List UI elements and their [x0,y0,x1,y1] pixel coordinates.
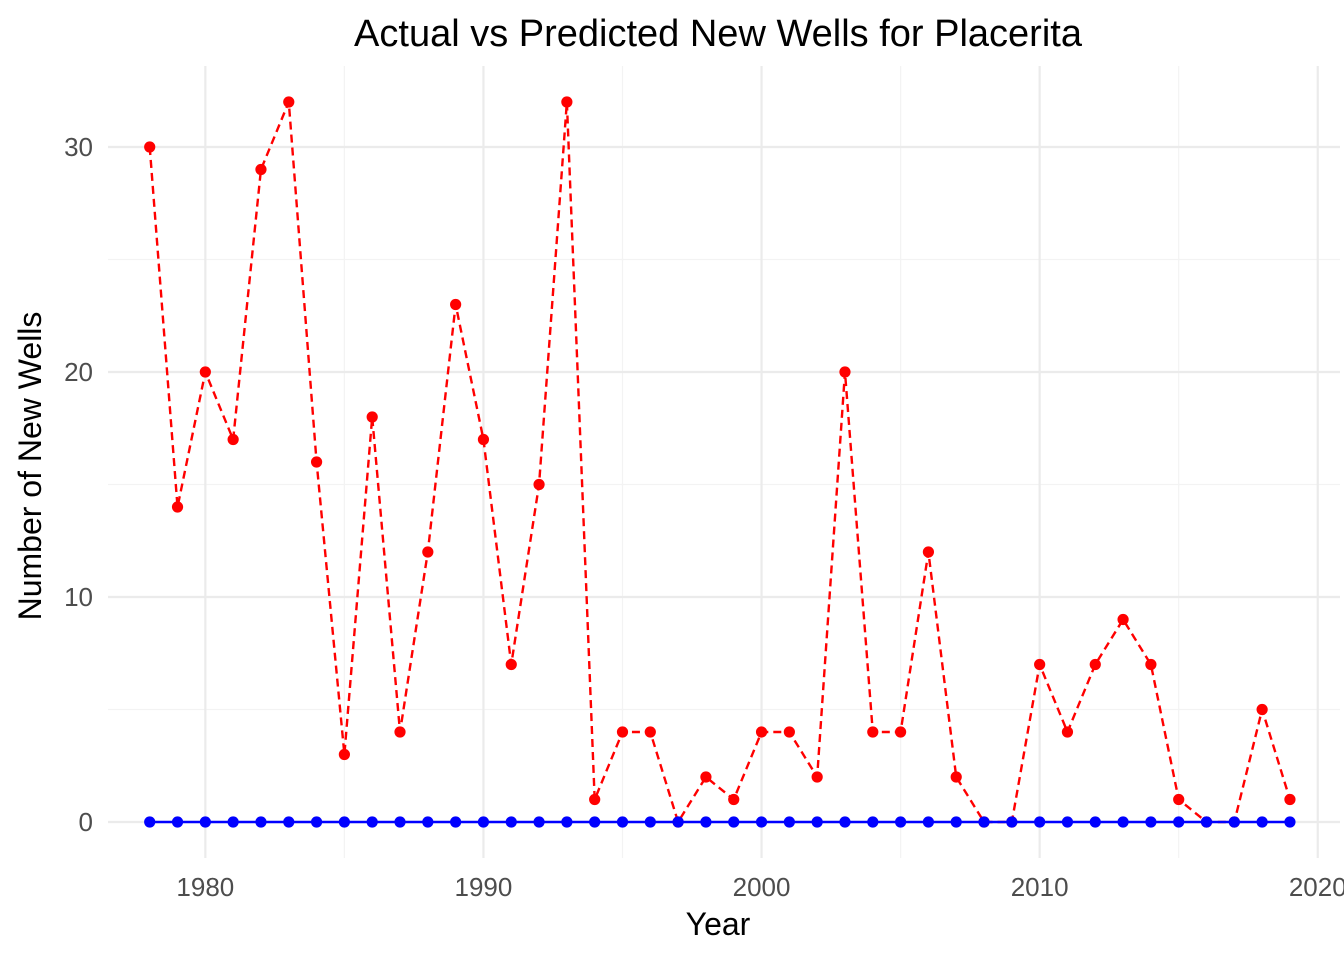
data-point [616,726,629,738]
data-point [589,816,601,828]
data-point [1256,703,1268,716]
data-point [1117,613,1129,626]
data-point [1034,816,1046,828]
data-point [672,816,684,828]
data-point [255,816,267,828]
data-point [1089,658,1101,671]
data-point [1145,816,1157,828]
data-point [283,816,295,828]
y-tick-label: 10 [64,582,93,612]
data-point [199,816,211,828]
data-point [477,433,490,446]
data-point [422,546,434,558]
data-point [1145,658,1157,671]
y-axis-title: Number of New Wells [12,312,48,621]
data-point [755,726,768,738]
data-point [366,816,378,828]
data-point [394,726,406,738]
data-point [755,816,768,828]
series-2 [144,816,1296,828]
data-point [644,816,656,828]
data-point [1173,816,1185,828]
data-point [950,816,962,828]
data-point [1173,793,1185,806]
data-point [1061,726,1074,738]
data-point [783,816,795,828]
data-point [310,816,323,828]
x-tick-label: 1980 [176,872,234,902]
data-point [644,726,656,738]
x-tick-label: 1990 [455,872,513,902]
series-line [148,100,1292,824]
data-point [255,163,267,176]
data-point [338,816,350,828]
data-point [894,726,907,738]
x-axis-title: Year [686,906,751,942]
data-point [922,816,935,828]
grid [108,66,1340,858]
data-point [394,816,406,828]
data-point [505,658,517,671]
data-point [1228,816,1240,828]
data-point [700,816,712,828]
data-point [978,816,990,828]
data-point [171,816,184,828]
data-point [728,816,740,828]
data-point [922,546,935,558]
data-point [144,141,156,153]
data-point [227,816,239,828]
data-point [450,298,462,311]
data-point [867,816,879,828]
data-point [1089,816,1101,828]
data-point [310,456,323,468]
x-tick-label: 2010 [1011,872,1069,902]
data-point [1061,816,1074,828]
data-point [1284,816,1296,828]
data-point [199,366,211,378]
data-point [450,816,462,828]
data-point [839,366,851,378]
data-point [1117,816,1129,828]
data-point [1256,816,1268,828]
data-point [616,816,629,828]
data-point [505,816,517,828]
data-point [171,501,184,513]
data-point [561,816,573,828]
data-point [1034,658,1046,671]
data-point [533,816,545,828]
x-tick-label: 2000 [733,872,791,902]
data-point [811,771,823,783]
data-point [144,816,156,828]
chart-title: Actual vs Predicted New Wells for Placer… [354,13,1083,55]
data-point [894,816,907,828]
data-point [533,478,545,491]
data-point [1200,816,1213,828]
data-point [1006,816,1018,828]
data-point [811,816,823,828]
series-1 [144,96,1296,828]
data-point [366,411,378,423]
x-axis-ticks: 1980 1990 2000 2010 2020 [176,872,1344,902]
y-tick-label: 30 [64,132,93,162]
data-point [867,726,879,738]
data-point [283,96,295,108]
y-tick-label: 0 [79,807,93,837]
y-tick-label: 20 [64,357,93,387]
data-point [950,771,962,783]
y-axis-ticks: 0 10 20 30 [64,132,93,837]
data-point [338,748,350,761]
data-point [728,793,740,806]
data-point [227,433,239,446]
data-point [477,816,490,828]
data-point [589,793,601,806]
data-point [422,816,434,828]
data-point [700,771,712,783]
x-tick-label: 2020 [1289,872,1344,902]
series-layer [144,96,1296,828]
data-point [839,816,851,828]
data-point [1284,793,1296,806]
data-point [561,96,573,108]
data-point [783,726,795,738]
